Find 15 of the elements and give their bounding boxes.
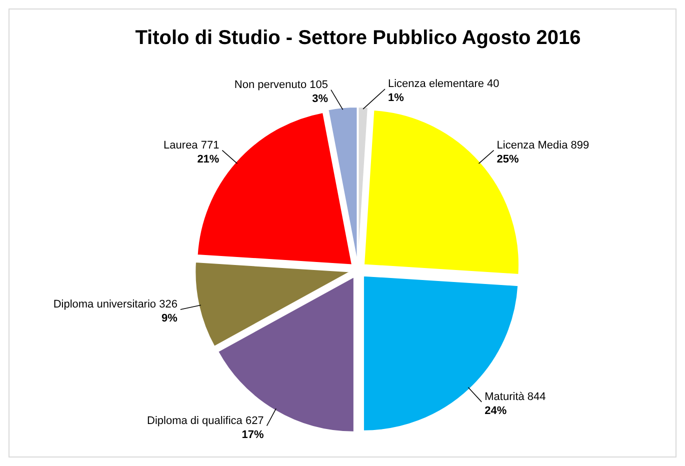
data-label: 1% <box>388 92 404 104</box>
chart-title: Titolo di Studio - Settore Pubblico Agosto 2016 <box>135 27 581 49</box>
data-label: 25% <box>496 153 520 166</box>
data-label: 17% <box>242 428 264 441</box>
data-label: 3% <box>312 92 328 105</box>
slice-label: Maturità 844 <box>484 390 546 403</box>
slice-label: Diploma di qualifica 627 <box>147 414 264 427</box>
slice-label: Licenza elementare 40 <box>388 78 500 90</box>
slice-label: Diploma universitario 326 <box>53 298 178 310</box>
data-label: 21% <box>197 153 220 166</box>
data-label: 24% <box>484 404 507 417</box>
data-label: 9% <box>162 312 178 324</box>
slice-label: Non pervenuto 105 <box>234 78 328 91</box>
slice-label: Licenza Media 899 <box>496 139 590 152</box>
slice-label: Laurea 771 <box>164 139 220 152</box>
